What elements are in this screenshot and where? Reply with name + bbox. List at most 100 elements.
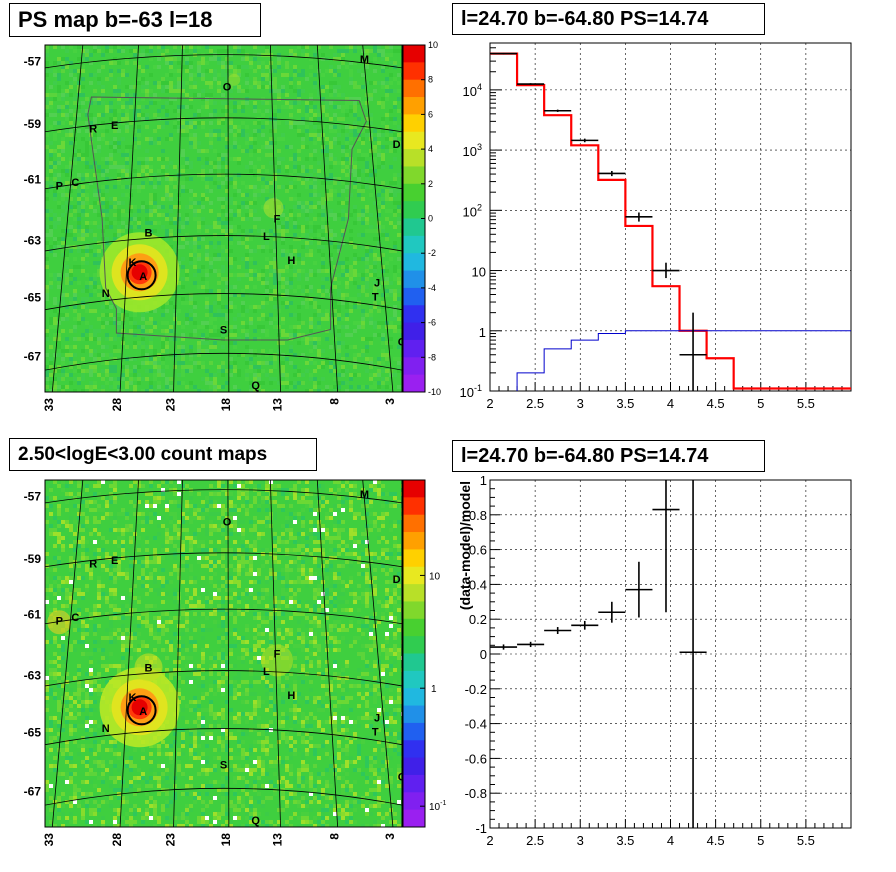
x-tick-label: 4.5 — [707, 833, 725, 848]
source-label: G — [398, 772, 407, 784]
latitude-line — [45, 489, 402, 504]
latitude-tick-label: -61 — [24, 608, 42, 622]
colorbar-cell — [403, 201, 425, 219]
y-tick-label: 1 — [479, 325, 486, 340]
y-tick-label: -0.8 — [465, 786, 487, 801]
colorbar-cell — [403, 357, 425, 376]
colorbar-tick-label: 10 — [428, 40, 438, 50]
source-label: F — [274, 214, 281, 226]
colorbar-tick-label: -10 — [428, 387, 441, 397]
colorbar-cell — [403, 549, 425, 568]
latitude-tick-label: -63 — [24, 668, 42, 682]
map-frame — [44, 44, 403, 393]
x-tick-label: 3 — [577, 396, 584, 411]
longitude-tick-label: 13 — [271, 398, 285, 412]
x-tick-label: 4 — [667, 396, 674, 411]
longitude-line — [51, 45, 84, 392]
latitude-line — [45, 54, 402, 69]
longitude-tick-label: 8 — [328, 398, 342, 405]
source-label: L — [263, 666, 270, 678]
source-label: H — [287, 690, 295, 702]
y-tick-label: -0.2 — [465, 682, 487, 697]
colorbar-cell — [403, 601, 425, 620]
colorbar-cell — [403, 131, 425, 150]
colorbar-cell — [403, 166, 425, 185]
colorbar-cell — [403, 374, 425, 393]
colorbar-cell — [403, 636, 425, 654]
longitude-tick-label: 33 — [42, 398, 56, 412]
colorbar-cell — [403, 339, 425, 358]
source-label: G — [398, 337, 407, 349]
source-label: Q — [251, 815, 260, 827]
colorbar-tick-label: 8 — [428, 75, 433, 85]
colorbar-cell — [403, 79, 425, 98]
source-label: N — [102, 288, 110, 300]
latitude-tick-label: -65 — [24, 291, 42, 305]
source-label: L — [263, 231, 270, 243]
colorbar-cell — [403, 757, 425, 776]
source-label: P — [56, 616, 63, 628]
colorbar-cell — [403, 149, 425, 167]
colorbar-cell — [403, 688, 425, 707]
colorbar-tick-label: 0 — [428, 214, 433, 224]
colorbar-cell — [403, 514, 425, 533]
longitude-tick-label: 18 — [219, 398, 233, 412]
colorbar-cell — [403, 218, 425, 237]
x-tick-label: 2 — [486, 396, 493, 411]
colorbar-cell — [403, 480, 425, 498]
colorbar-cell — [403, 722, 425, 741]
colorbar-cell — [403, 670, 425, 689]
colorbar-tick-label: 10 — [429, 571, 441, 582]
colorbar-tick-label: 2 — [428, 179, 433, 189]
latitude-tick-label: -59 — [24, 117, 42, 131]
x-tick-label: 5 — [757, 396, 764, 411]
colorbar-tick-label: 4 — [428, 144, 433, 154]
longitude-tick-label: 33 — [42, 833, 56, 847]
y-tick-label: 104 — [463, 82, 482, 99]
source-label: E — [111, 555, 118, 567]
ps-colorbar: 10 8 6 4 2 0 -2 -4 -6 -8 -10 — [402, 40, 441, 397]
colorbar-tick-label: -4 — [428, 283, 436, 293]
longitude-tick-label: 8 — [328, 833, 342, 840]
source-label: J — [374, 278, 380, 290]
y-tick-label: 102 — [463, 202, 482, 219]
latitude-tick-label: -67 — [24, 350, 42, 364]
source-label: M — [360, 54, 369, 66]
latitude-line — [45, 552, 402, 568]
source-label: O — [223, 517, 232, 529]
source-label: K — [128, 257, 136, 269]
colorbar-cell — [403, 235, 425, 254]
colorbar-tick-label: 6 — [428, 109, 433, 119]
source-label: T — [372, 292, 379, 304]
source-label: R — [89, 123, 97, 135]
colorbar-tick-label: -6 — [428, 318, 436, 328]
colorbar-cell — [403, 774, 425, 793]
colorbar-tick-label: 10-1 — [429, 800, 446, 813]
source-label: K — [128, 692, 136, 704]
ps-model-histogram — [516, 330, 851, 391]
source-label: M — [360, 489, 369, 501]
latitude-tick-label: -57 — [24, 55, 42, 69]
y-axis-label: (data-model)/model — [457, 481, 473, 610]
y-tick-label: 0.6 — [469, 543, 487, 558]
x-tick-label: 2.5 — [526, 833, 544, 848]
colorbar-cell — [403, 705, 425, 724]
longitude-line — [269, 480, 281, 827]
spectrum-title: l=24.70 b=-64.80 PS=14.74 — [452, 3, 765, 35]
count-colorbar: 10 1 10-1 — [402, 479, 446, 828]
source-label: J — [374, 713, 380, 725]
latitude-tick-label: -65 — [24, 726, 42, 740]
colorbar-cell — [403, 270, 425, 289]
source-label: R — [89, 558, 97, 570]
source-label: O — [223, 82, 232, 94]
y-tick-label: 0 — [480, 647, 487, 662]
source-label: A — [139, 706, 147, 718]
target-source-circle — [126, 695, 157, 726]
longitude-tick-label: 3 — [383, 398, 397, 405]
target-source-circle — [126, 260, 157, 291]
colorbar-cell — [403, 114, 425, 133]
colorbar-cell — [403, 253, 425, 272]
colorbar-cell — [403, 532, 425, 550]
x-tick-label: 3.5 — [616, 396, 634, 411]
